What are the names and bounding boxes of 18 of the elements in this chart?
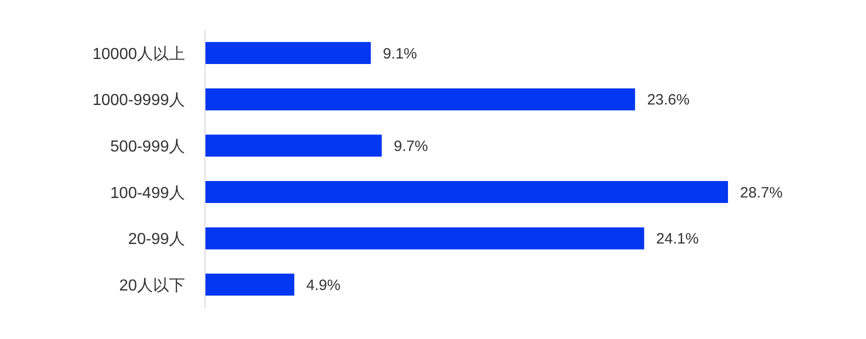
y-tick-label: 20-99人	[128, 231, 185, 248]
bar	[205, 181, 728, 203]
bar	[205, 42, 371, 64]
y-tick-label: 10000人以上	[92, 44, 185, 63]
y-tick-label: 100-499人	[110, 184, 185, 202]
data-label: 4.9%	[306, 276, 340, 294]
data-label: 28.7%	[740, 184, 783, 202]
y-tick-label: 500-999人	[110, 138, 185, 156]
data-label: 23.6%	[647, 92, 690, 109]
bar	[205, 274, 294, 296]
data-label: 9.7%	[394, 138, 428, 155]
y-tick-label: 1000-9999人	[92, 92, 185, 110]
data-label: 24.1%	[656, 230, 699, 248]
y-tick-label: 20人以下	[119, 276, 185, 295]
data-label: 9.1%	[382, 45, 418, 62]
bar	[205, 134, 382, 157]
bar	[205, 88, 636, 110]
bar	[205, 227, 644, 250]
